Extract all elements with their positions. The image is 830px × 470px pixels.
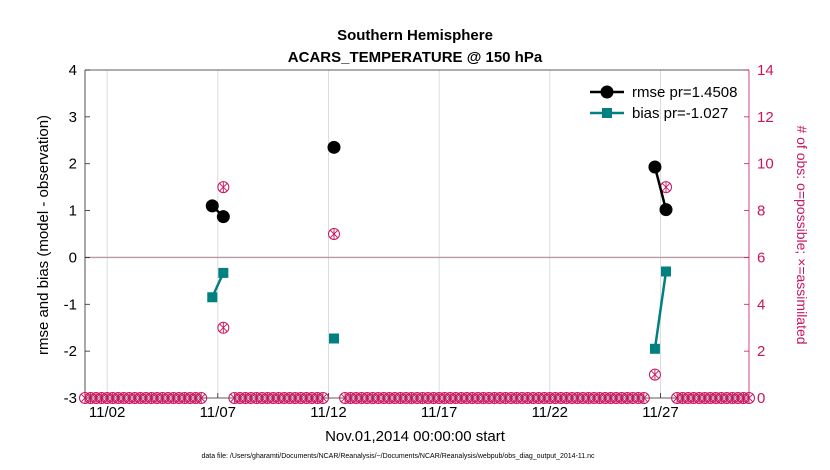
- series-line-bias: [653, 271, 668, 349]
- y2-tick-label: 0: [757, 390, 765, 407]
- obs-count-marker: [217, 181, 230, 194]
- bias-point: [649, 343, 660, 354]
- obs-count-marker: [660, 181, 672, 194]
- obs-count-marker: [328, 228, 340, 240]
- bias-point: [661, 266, 671, 277]
- obs-possible-circle: [217, 321, 230, 334]
- bias-point: [218, 267, 229, 278]
- y-tick-label: 3: [69, 109, 77, 126]
- obs-count-marker-zero: [316, 392, 329, 404]
- rmse-point: [327, 140, 341, 154]
- chart-title-line-1: Southern Hemisphere: [337, 27, 493, 44]
- y-tick-label: 2: [69, 156, 77, 173]
- obs-possible-circle: [637, 392, 650, 404]
- y2-tick-label: 6: [757, 249, 765, 266]
- y-tick-label: 1: [69, 203, 77, 220]
- x-tick-label: 11/12: [310, 404, 346, 421]
- y-axis-label: rmse and bias (model - observation): [35, 115, 52, 355]
- bias-point: [329, 333, 339, 344]
- x-axis-label: Nov.01,2014 00:00:00 start: [325, 428, 506, 445]
- obs-count-marker: [217, 321, 230, 334]
- obs-possible-circle: [743, 392, 755, 404]
- obs-count-marker-zero: [637, 392, 650, 404]
- legend-label-rmse: rmse pr=1.4508: [632, 84, 737, 101]
- x-tick-label: 11/27: [642, 404, 678, 421]
- rmse-point: [205, 199, 219, 213]
- obs-possible-circle: [328, 228, 340, 240]
- y-tick-label: -1: [64, 296, 77, 313]
- series-line-rmse: [653, 166, 668, 210]
- y2-tick-label: 10: [757, 156, 774, 173]
- obs-possible-circle: [217, 181, 230, 194]
- rmse-point: [659, 203, 673, 217]
- chart-title-line-2: ACARS_TEMPERATURE @ 150 hPa: [288, 49, 543, 66]
- rmse-point: [216, 210, 230, 224]
- bias-point: [207, 292, 218, 303]
- obs-count-marker-zero: [743, 392, 755, 404]
- y2-tick-label: 8: [757, 203, 765, 220]
- obs-count-marker: [648, 368, 661, 381]
- obs-possible-circle: [195, 392, 208, 404]
- y2-tick-label: 14: [757, 62, 774, 79]
- data-file-footer: data file: /Users/gharamti/Documents/NCA…: [201, 453, 595, 460]
- y-tick-label: -3: [64, 390, 77, 407]
- x-tick-label: 11/02: [89, 404, 125, 421]
- y-tick-label: -2: [64, 343, 77, 360]
- x-tick-label: 11/07: [200, 404, 236, 421]
- legend-marker-bias: [602, 108, 612, 118]
- y-tick-label: 0: [69, 249, 77, 266]
- y2-axis-label: # of obs: o=possible; ×=assimilated: [794, 125, 810, 344]
- obs-possible-circle: [316, 392, 329, 404]
- obs-count-marker-zero: [195, 392, 208, 404]
- rmse-point: [648, 160, 662, 174]
- y2-tick-label: 4: [757, 296, 765, 313]
- legend-marker-rmse: [600, 85, 614, 99]
- y2-tick-label: 2: [757, 343, 765, 360]
- obs-possible-circle: [648, 368, 661, 381]
- x-tick-label: 11/17: [421, 404, 457, 421]
- x-tick-label: 11/22: [532, 404, 568, 421]
- y-tick-label: 4: [69, 62, 77, 79]
- legend-label-bias: bias pr=-1.027: [632, 105, 728, 122]
- y2-tick-label: 12: [757, 109, 774, 126]
